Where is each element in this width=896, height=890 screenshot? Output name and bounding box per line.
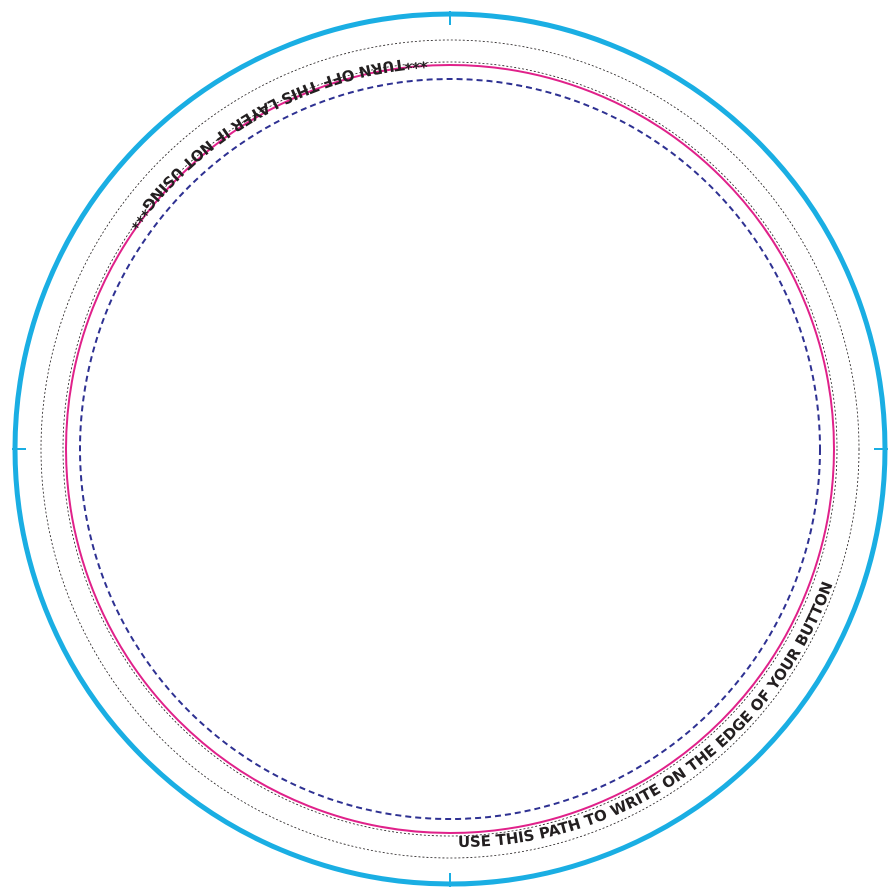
outer-bleed-ring bbox=[12, 11, 888, 887]
top-curved-text-path: ***TURN OFF THIS LAYER IF NOT USING*** bbox=[124, 53, 428, 233]
bottom-curved-text: USE THIS PATH TO WRITE ON THE EDGE OF YO… bbox=[458, 579, 837, 851]
top-curved-text: ***TURN OFF THIS LAYER IF NOT USING*** bbox=[124, 53, 428, 233]
dotted-guide-inner bbox=[62, 61, 838, 837]
bottom-curved-text-path: USE THIS PATH TO WRITE ON THE EDGE OF YO… bbox=[458, 579, 837, 851]
dotted-guide-outer bbox=[40, 39, 860, 859]
cut-line-circle bbox=[65, 64, 835, 834]
safe-area-circle bbox=[79, 78, 821, 820]
